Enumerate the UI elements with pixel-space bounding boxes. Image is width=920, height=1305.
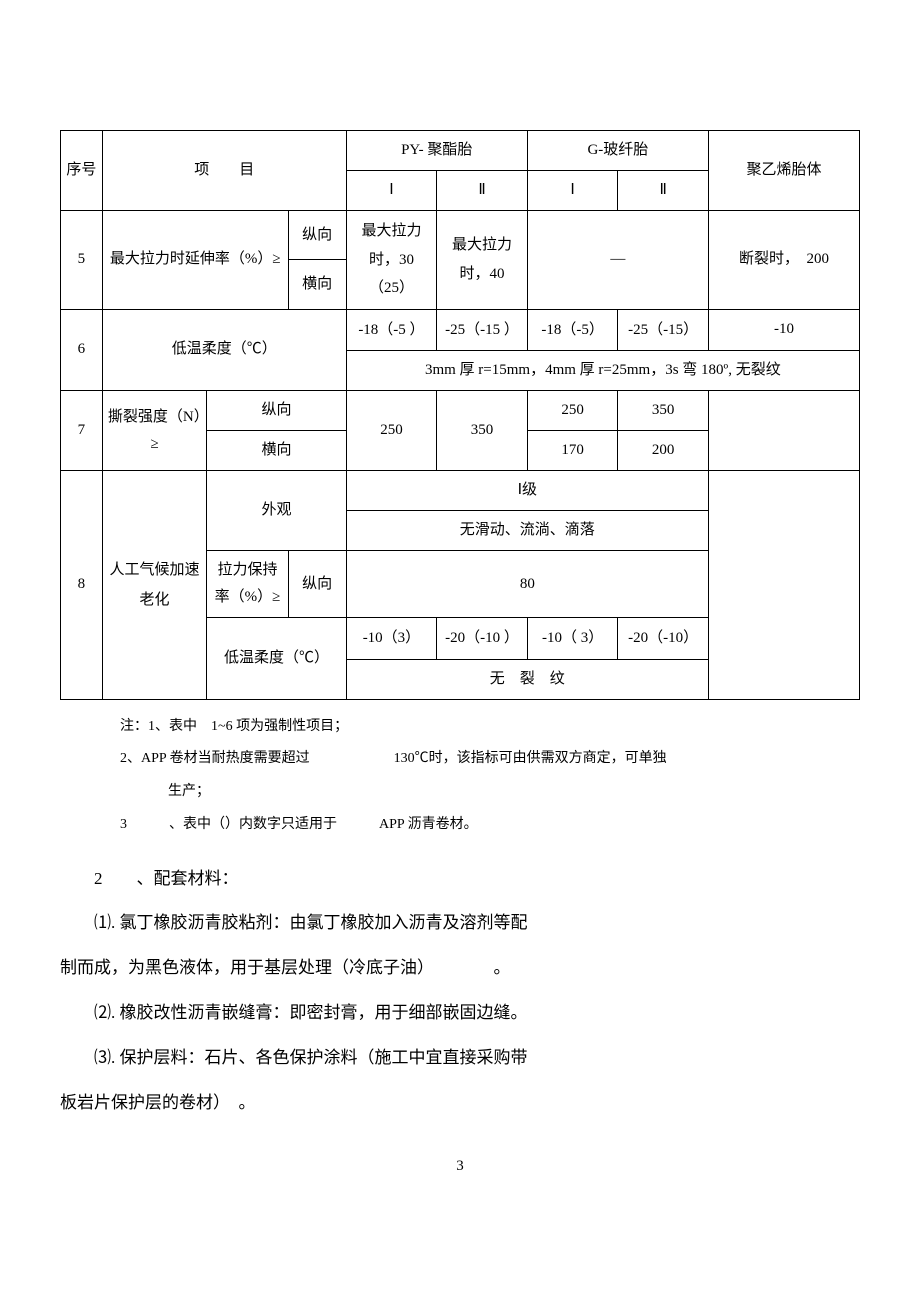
- r5-heng: 横向: [288, 260, 346, 309]
- r5-g: —: [527, 211, 708, 310]
- page-number: 3: [60, 1153, 860, 1180]
- r5-seq: 5: [61, 211, 103, 310]
- r7-seq: 7: [61, 391, 103, 471]
- note-1: 注：1、表中 1~6 项为强制性项目；: [120, 712, 860, 743]
- r8-g1: -10（ 3）: [527, 618, 618, 660]
- note-2: 2、APP 卷材当耐热度需要超过 130℃时，该指标可由供需双方商定，可单独: [120, 744, 860, 775]
- para-3a: ⑶. 保护层料：石片、各色保护涂料（施工中宜直接采购带: [60, 1038, 860, 1079]
- r7-g2b: 200: [618, 431, 709, 471]
- th-py: PY- 聚酯胎: [346, 131, 527, 171]
- th-py2: Ⅱ: [437, 171, 528, 211]
- r5-pe: 断裂时， 200: [708, 211, 859, 310]
- note-2b: 生产；: [120, 777, 860, 808]
- r8-py2: -20（-10 ）: [437, 618, 528, 660]
- r5-zong: 纵向: [288, 211, 346, 260]
- r7-g1a: 250: [527, 391, 618, 431]
- r7-pe: [708, 391, 859, 471]
- r8-seq: 8: [61, 471, 103, 700]
- para-3b: 板岩片保护层的卷材） 。: [60, 1083, 860, 1124]
- r6-item: 低温柔度（℃）: [102, 309, 346, 391]
- r6-py2: -25（-15 ）: [437, 309, 528, 351]
- r8-pe: [708, 471, 859, 700]
- r7-g1b: 170: [527, 431, 618, 471]
- r5-py2: 最大拉力时，40: [437, 211, 528, 310]
- r7-py1: 250: [346, 391, 437, 471]
- th-g1: Ⅰ: [527, 171, 618, 211]
- r8-tensile: 拉力保持率（%）≥: [207, 551, 288, 618]
- r8-item: 人工气候加速老化: [102, 471, 207, 700]
- r5-py1: 最大拉力时，30（25）: [346, 211, 437, 310]
- para-2: ⑵. 橡胶改性沥青嵌缝膏：即密封膏，用于细部嵌固边缝。: [60, 993, 860, 1034]
- r8-app2: 无滑动、流淌、滴落: [346, 511, 708, 551]
- r6-py1: -18（-5 ）: [346, 309, 437, 351]
- body-text: 2 、配套材料： ⑴. 氯丁橡胶沥青胶粘剂：由氯丁橡胶加入沥青及溶剂等配 制而成…: [60, 859, 860, 1124]
- th-g: G-玻纤胎: [527, 131, 708, 171]
- th-pe: 聚乙烯胎体: [708, 131, 859, 211]
- th-g2: Ⅱ: [618, 171, 709, 211]
- r7-heng: 横向: [207, 431, 346, 471]
- r7-py2: 350: [437, 391, 528, 471]
- th-item: 项 目: [102, 131, 346, 211]
- r6-spec: 3mm 厚 r=15mm，4mm 厚 r=25mm，3s 弯 180º, 无裂纹: [346, 351, 859, 391]
- r6-pe: -10: [708, 309, 859, 351]
- r8-flex: 低温柔度（℃）: [207, 618, 346, 700]
- th-seq: 序号: [61, 131, 103, 211]
- r7-item: 撕裂强度（N）≥: [102, 391, 207, 471]
- r8-zong: 纵向: [288, 551, 346, 618]
- table-notes: 注：1、表中 1~6 项为强制性项目； 2、APP 卷材当耐热度需要超过 130…: [60, 712, 860, 841]
- para-1a: ⑴. 氯丁橡胶沥青胶粘剂：由氯丁橡胶加入沥青及溶剂等配: [60, 903, 860, 944]
- r8-nocrack: 无 裂 纹: [346, 659, 708, 699]
- r8-g2: -20（-10）: [618, 618, 709, 660]
- section-2-heading: 2 、配套材料：: [60, 859, 860, 900]
- r5-item: 最大拉力时延伸率（%）≥: [102, 211, 288, 310]
- r7-g2a: 350: [618, 391, 709, 431]
- r6-g2: -25（-15）: [618, 309, 709, 351]
- r8-app1: Ⅰ级: [346, 471, 708, 511]
- r8-tval: 80: [346, 551, 708, 618]
- para-1b: 制而成，为黑色液体，用于基层处理（冷底子油） 。: [60, 948, 860, 989]
- note-3: 3 、表中（）内数字只适用于 APP 沥青卷材。: [120, 810, 860, 841]
- r6-g1: -18（-5）: [527, 309, 618, 351]
- spec-table: 序号 项 目 PY- 聚酯胎 G-玻纤胎 聚乙烯胎体 Ⅰ Ⅱ Ⅰ Ⅱ 5 最大拉…: [60, 130, 860, 700]
- th-py1: Ⅰ: [346, 171, 437, 211]
- r8-appearance: 外观: [207, 471, 346, 551]
- r8-py1: -10（3）: [346, 618, 437, 660]
- r6-seq: 6: [61, 309, 103, 391]
- r7-zong: 纵向: [207, 391, 346, 431]
